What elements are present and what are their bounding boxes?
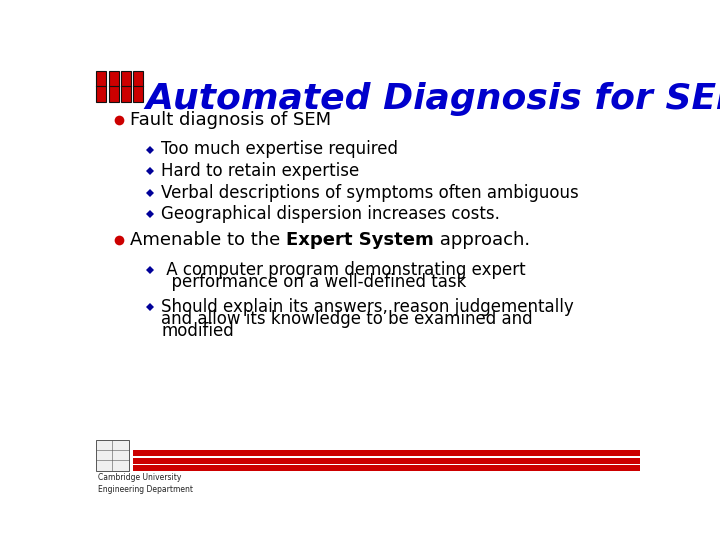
Text: Fault diagnosis of SEM: Fault diagnosis of SEM <box>130 111 331 129</box>
Text: Verbal descriptions of symptoms often ambiguous: Verbal descriptions of symptoms often am… <box>161 184 579 201</box>
Text: approach.: approach. <box>434 231 530 249</box>
Text: Should explain its answers, reason judgementally: Should explain its answers, reason judge… <box>161 298 574 315</box>
FancyBboxPatch shape <box>133 71 143 102</box>
Text: modified: modified <box>161 322 234 340</box>
Text: Too much expertise required: Too much expertise required <box>161 140 398 159</box>
Text: Amenable to the: Amenable to the <box>130 231 287 249</box>
FancyBboxPatch shape <box>132 457 640 464</box>
Text: A computer program demonstrating expert: A computer program demonstrating expert <box>161 261 526 279</box>
Text: Hard to retain expertise: Hard to retain expertise <box>161 162 359 180</box>
Text: Cambridge University
Engineering Department: Cambridge University Engineering Departm… <box>98 473 193 494</box>
Text: Automated Diagnosis for SEM: Automated Diagnosis for SEM <box>145 82 720 116</box>
Text: and allow its knowledge to be examined and: and allow its knowledge to be examined a… <box>161 310 533 328</box>
FancyBboxPatch shape <box>132 465 640 471</box>
FancyBboxPatch shape <box>132 450 640 456</box>
Text: Geographical dispersion increases costs.: Geographical dispersion increases costs. <box>161 205 500 223</box>
Text: Expert System: Expert System <box>287 231 434 249</box>
FancyBboxPatch shape <box>109 71 119 102</box>
FancyBboxPatch shape <box>96 440 129 470</box>
Text: performance on a well-defined task: performance on a well-defined task <box>161 273 467 291</box>
FancyBboxPatch shape <box>121 71 131 102</box>
FancyBboxPatch shape <box>96 71 107 102</box>
